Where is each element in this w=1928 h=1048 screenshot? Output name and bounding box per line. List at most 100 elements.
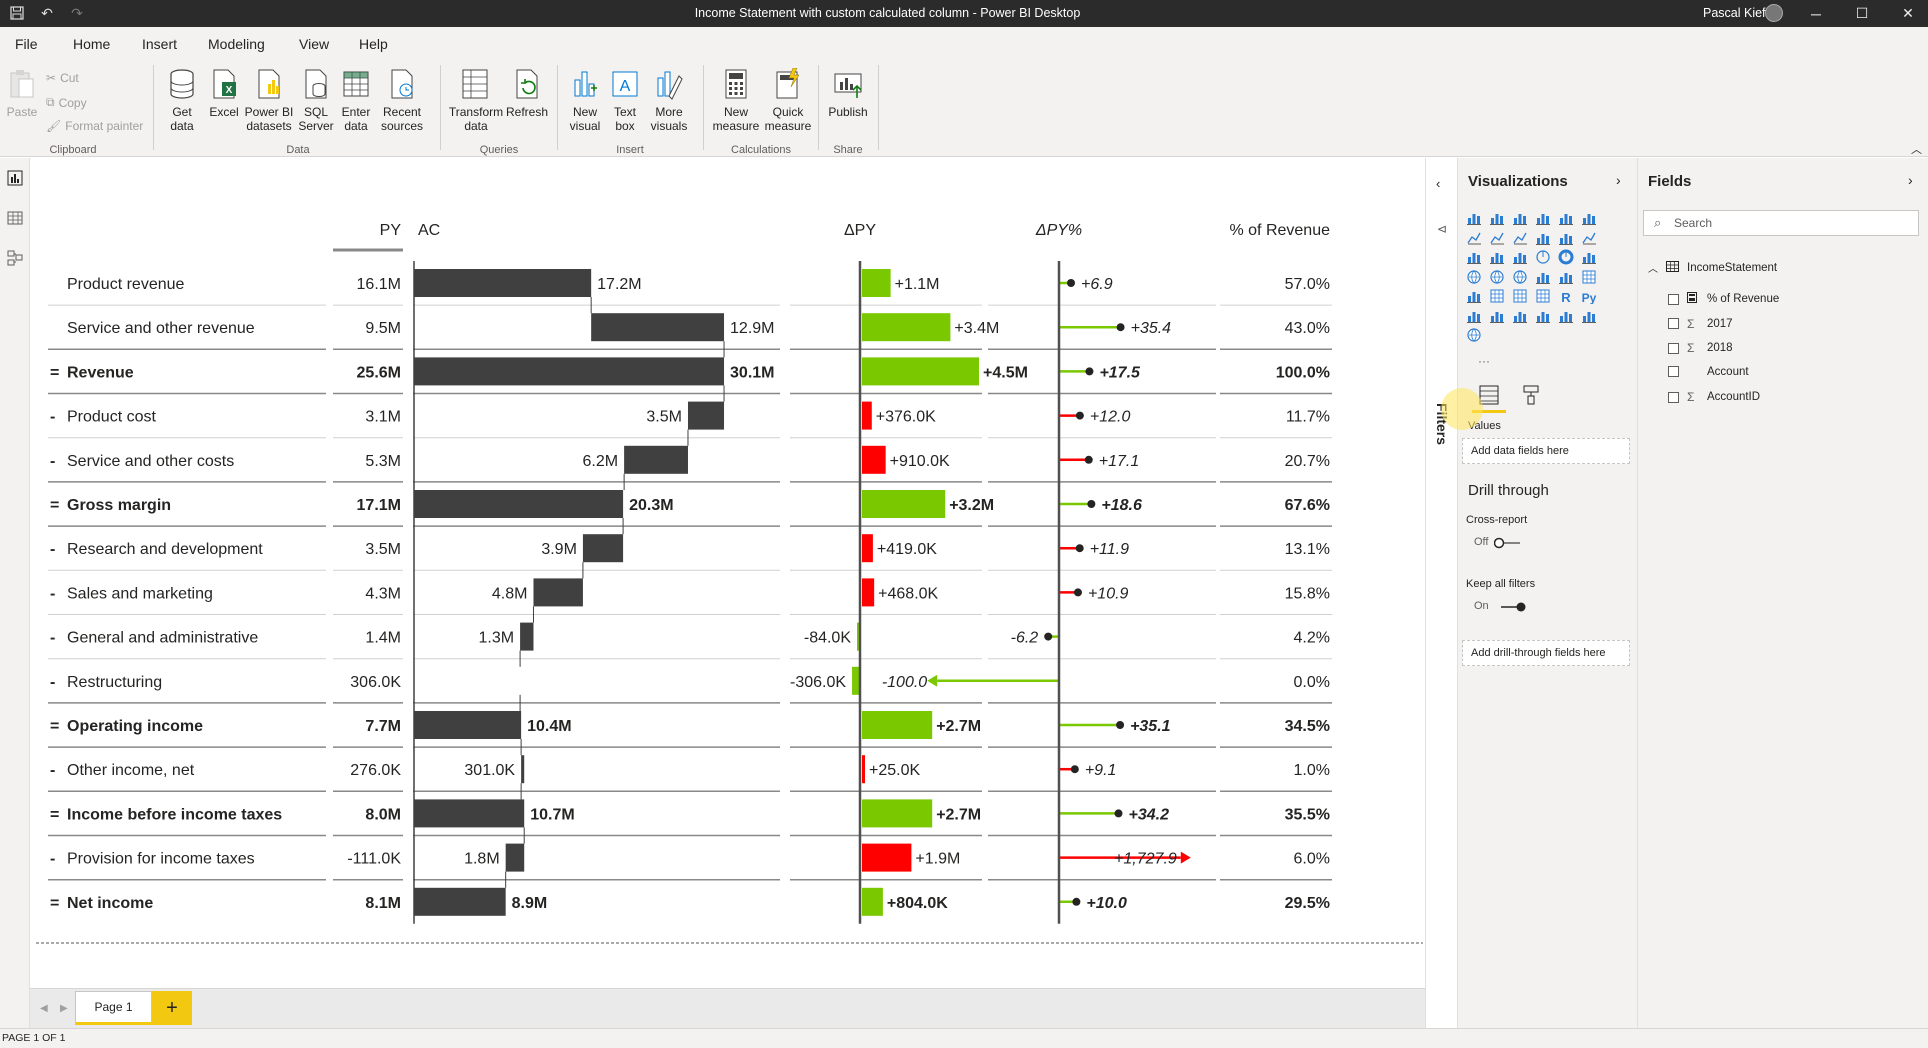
field-checkbox[interactable] (1668, 293, 1679, 305)
field-item[interactable]: Account (1668, 366, 1749, 378)
scatter-visual-icon[interactable] (1512, 249, 1530, 267)
sql-server-button[interactable]: SQL Server (296, 67, 336, 133)
decomposition-tree-visual-icon[interactable] (1489, 308, 1507, 326)
donut-visual-icon[interactable] (1558, 249, 1576, 267)
collapse-fields-icon[interactable]: › (1908, 172, 1913, 188)
field-item[interactable]: Σ 2017 (1668, 317, 1733, 331)
avatar[interactable] (1765, 4, 1783, 22)
more-visuals-button[interactable]: More visuals (645, 67, 693, 133)
multi-row-card-visual-icon[interactable] (1581, 269, 1599, 287)
tab-home[interactable]: Home (73, 36, 111, 60)
fields-well-icon[interactable] (1472, 384, 1506, 413)
r-visual-visual-icon[interactable]: R (1558, 288, 1576, 306)
field-checkbox[interactable] (1668, 318, 1679, 329)
ribbon-visual-icon[interactable] (1581, 230, 1599, 248)
pbi-datasets-button[interactable]: Power BI datasets (244, 67, 294, 133)
paste-button[interactable]: Paste (6, 67, 38, 119)
filters-pane-collapsed[interactable]: ‹ ⊲ Filters (1425, 158, 1458, 1028)
close-button[interactable]: ✕ (1902, 5, 1914, 21)
new-measure-button[interactable]: New measure (710, 67, 762, 133)
model-view-icon[interactable] (7, 250, 23, 266)
add-page-button[interactable]: + (152, 991, 192, 1025)
field-item[interactable]: Σ AccountID (1668, 390, 1760, 404)
maximize-button[interactable]: ☐ (1855, 5, 1869, 21)
tab-view[interactable]: View (299, 36, 330, 52)
new-visual-button[interactable]: New visual (565, 67, 605, 133)
clustered-bar-visual-icon[interactable] (1512, 210, 1530, 228)
field-checkbox[interactable] (1668, 366, 1679, 377)
page-tab-page-1[interactable]: Page 1 (75, 991, 152, 1025)
line-visual-icon[interactable] (1466, 230, 1484, 248)
card-visual-icon[interactable] (1558, 269, 1576, 287)
line-clustered-visual-icon[interactable] (1558, 230, 1576, 248)
publish-button[interactable]: Publish (826, 67, 870, 119)
format-paint-roller-icon[interactable] (1520, 384, 1542, 411)
python-visual-visual-icon[interactable]: Py (1581, 288, 1599, 306)
more-visuals-ellipsis[interactable]: ··· (1478, 354, 1490, 368)
smart-narrative-visual-icon[interactable] (1535, 308, 1553, 326)
100-column-visual-icon[interactable] (1581, 210, 1599, 228)
matrix-visual-icon[interactable] (1535, 288, 1553, 306)
map-visual-icon[interactable] (1466, 269, 1484, 287)
transform-data-button[interactable]: Transform data (448, 67, 504, 133)
cut-button[interactable]: ✂ Cut (46, 71, 79, 85)
refresh-button[interactable]: Refresh (505, 67, 549, 119)
100-bar-visual-icon[interactable] (1558, 210, 1576, 228)
format-painter-button[interactable]: 🖌 Format painter (46, 119, 143, 133)
report-canvas[interactable]: PY AC ΔPY ΔPY% % of Revenue Product revenue 16… (30, 158, 1425, 988)
recent-sources-button[interactable]: Recent sources (376, 67, 428, 133)
slicer-visual-icon[interactable] (1489, 288, 1507, 306)
table-node[interactable]: ︿ IncomeStatement (1648, 260, 1777, 275)
cross-report-toggle[interactable]: Off (1474, 536, 1521, 549)
collapse-ribbon-icon[interactable]: ︿ (1911, 144, 1922, 156)
page-next-icon[interactable]: ▶ (60, 1003, 68, 1014)
key-influencers-visual-icon[interactable] (1466, 308, 1484, 326)
fields-search-input[interactable]: ⌕ Search (1643, 210, 1919, 236)
gauge-visual-icon[interactable] (1535, 269, 1553, 287)
redo-icon[interactable]: ↷ (71, 4, 83, 21)
arcgis-visual-icon[interactable] (1466, 327, 1484, 345)
drill-through-drop-box[interactable]: Add drill-through fields here (1462, 640, 1630, 666)
copy-button[interactable]: ⧉ Copy (46, 95, 87, 110)
custom-visual-visual-icon[interactable] (1581, 308, 1599, 326)
area-visual-icon[interactable] (1489, 230, 1507, 248)
paginated-visual-icon[interactable] (1558, 308, 1576, 326)
stacked-bar-visual-icon[interactable] (1466, 210, 1484, 228)
table-visual-icon[interactable] (1512, 288, 1530, 306)
funnel-visual-icon[interactable] (1489, 249, 1507, 267)
field-item[interactable]: Σ 2018 (1668, 341, 1733, 355)
shape-map-visual-icon[interactable] (1512, 269, 1530, 287)
collapse-visualizations-icon[interactable]: › (1616, 172, 1621, 188)
page-prev-icon[interactable]: ◀ (40, 1003, 48, 1014)
tab-help[interactable]: Help (359, 36, 388, 52)
pie-visual-icon[interactable] (1535, 249, 1553, 267)
stacked-area-visual-icon[interactable] (1512, 230, 1530, 248)
field-item[interactable]: % of Revenue (1668, 292, 1779, 306)
treemap-visual-icon[interactable] (1581, 249, 1599, 267)
values-drop-box[interactable]: Add data fields here (1462, 438, 1630, 464)
field-checkbox[interactable] (1668, 391, 1679, 403)
excel-button[interactable]: X Excel (206, 67, 242, 119)
kpi-visual-icon[interactable] (1466, 288, 1484, 306)
field-checkbox[interactable] (1668, 342, 1679, 354)
waterfall-visual-icon[interactable] (1466, 249, 1484, 267)
minimize-button[interactable]: ─ (1811, 5, 1821, 22)
report-view-icon[interactable] (7, 170, 23, 186)
get-data-button[interactable]: Get data (162, 67, 202, 133)
filled-map-visual-icon[interactable] (1489, 269, 1507, 287)
line-column-visual-icon[interactable] (1535, 230, 1553, 248)
expand-filters-icon[interactable]: ‹ (1436, 176, 1441, 191)
data-view-icon[interactable] (7, 210, 23, 226)
save-icon[interactable] (8, 4, 26, 22)
tab-file[interactable]: File (15, 36, 38, 52)
quick-measure-button[interactable]: Quick measure (762, 67, 814, 133)
income-statement-visual[interactable]: PY AC ΔPY ΔPY% % of Revenue Product revenue 16… (30, 158, 1425, 988)
stacked-column-visual-icon[interactable] (1489, 210, 1507, 228)
tab-insert[interactable]: Insert (142, 36, 178, 52)
tab-modeling[interactable]: Modeling (208, 36, 265, 52)
keep-filters-toggle[interactable]: On (1474, 600, 1526, 612)
clustered-column-visual-icon[interactable] (1535, 210, 1553, 228)
text-box-button[interactable]: A Text box (607, 67, 643, 133)
undo-icon[interactable]: ↶ (41, 4, 53, 21)
qa-visual-icon[interactable] (1512, 308, 1530, 326)
